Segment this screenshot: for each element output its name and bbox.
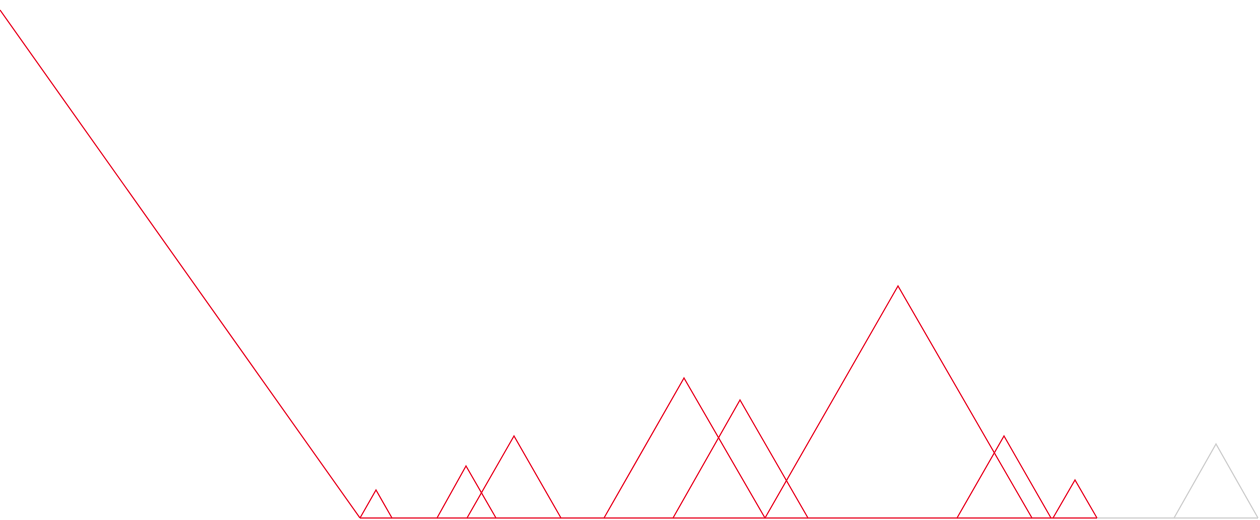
- triangle-mark-4: [603, 376, 766, 519]
- triangle-mark-9: [1173, 442, 1259, 519]
- triangle-mark-5: [672, 398, 809, 519]
- triangle-mark-8: [1052, 478, 1098, 519]
- triangle-mark-2: [436, 464, 497, 519]
- lead-line: [0, 9, 361, 519]
- triangle-mark-6: [764, 284, 1033, 519]
- triangle-mark-3: [466, 434, 562, 519]
- triangle-mark-1: [359, 488, 393, 519]
- triangle-mark-7: [956, 434, 1052, 519]
